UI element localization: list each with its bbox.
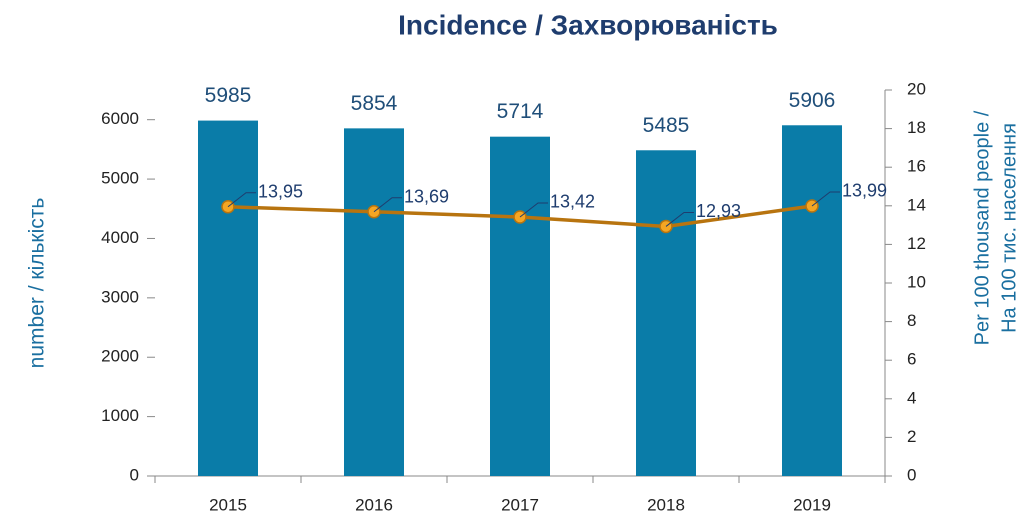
leader-line — [811, 191, 840, 207]
y-tick-label: 4000 — [101, 228, 139, 247]
bar — [198, 120, 258, 477]
leader-line — [519, 202, 548, 218]
bar — [636, 150, 696, 476]
bar-value-label: 5485 — [643, 114, 690, 137]
x-tick-label: 2017 — [501, 495, 539, 514]
bar-value-label: 5714 — [497, 100, 544, 123]
x-tick-label: 2015 — [209, 495, 247, 514]
y2-axis-label: На 100 тис. населення — [998, 123, 1020, 333]
x-tick-label: 2019 — [793, 495, 831, 514]
y2-tick-label: 18 — [907, 118, 926, 137]
line-value-label: 13,69 — [404, 187, 449, 207]
y2-axis-label: Per 100 thousand people / — [971, 110, 993, 345]
bar-value-label: 5985 — [205, 84, 252, 107]
y2-tick-label: 20 — [907, 79, 926, 98]
line-value-label: 13,99 — [842, 181, 887, 201]
x-tick-label: 2016 — [355, 495, 393, 514]
y-axis-label: number / кількість — [26, 198, 49, 369]
y-tick-label: 1000 — [101, 406, 139, 425]
bar — [782, 125, 842, 476]
leader-line — [227, 192, 256, 208]
bar-value-label: 5854 — [351, 92, 398, 115]
y2-tick-label: 12 — [907, 234, 926, 253]
y2-tick-label: 8 — [907, 311, 916, 330]
chart-title: Incidence / Захворюваність — [398, 9, 778, 40]
y-tick-label: 3000 — [101, 287, 139, 306]
line-value-label: 13,95 — [258, 182, 303, 202]
leader-line — [665, 211, 694, 227]
y2-tick-label: 2 — [907, 427, 916, 446]
bar-value-label: 5906 — [789, 89, 836, 112]
line-value-label: 12,93 — [696, 201, 741, 221]
bar — [490, 136, 550, 476]
y2-tick-label: 16 — [907, 157, 926, 176]
y2-tick-label: 6 — [907, 350, 916, 369]
line-value-label: 13,42 — [550, 192, 595, 212]
y2-tick-label: 10 — [907, 272, 926, 291]
y-tick-label: 6000 — [101, 109, 139, 128]
y-tick-label: 2000 — [101, 347, 139, 366]
bar — [344, 128, 404, 476]
y-tick-label: 0 — [130, 465, 139, 484]
y2-tick-label: 4 — [907, 388, 916, 407]
y2-tick-label: 14 — [907, 195, 926, 214]
y2-tick-label: 0 — [907, 465, 916, 484]
y-tick-label: 5000 — [101, 169, 139, 188]
x-tick-label: 2018 — [647, 495, 685, 514]
leader-line — [373, 197, 402, 213]
